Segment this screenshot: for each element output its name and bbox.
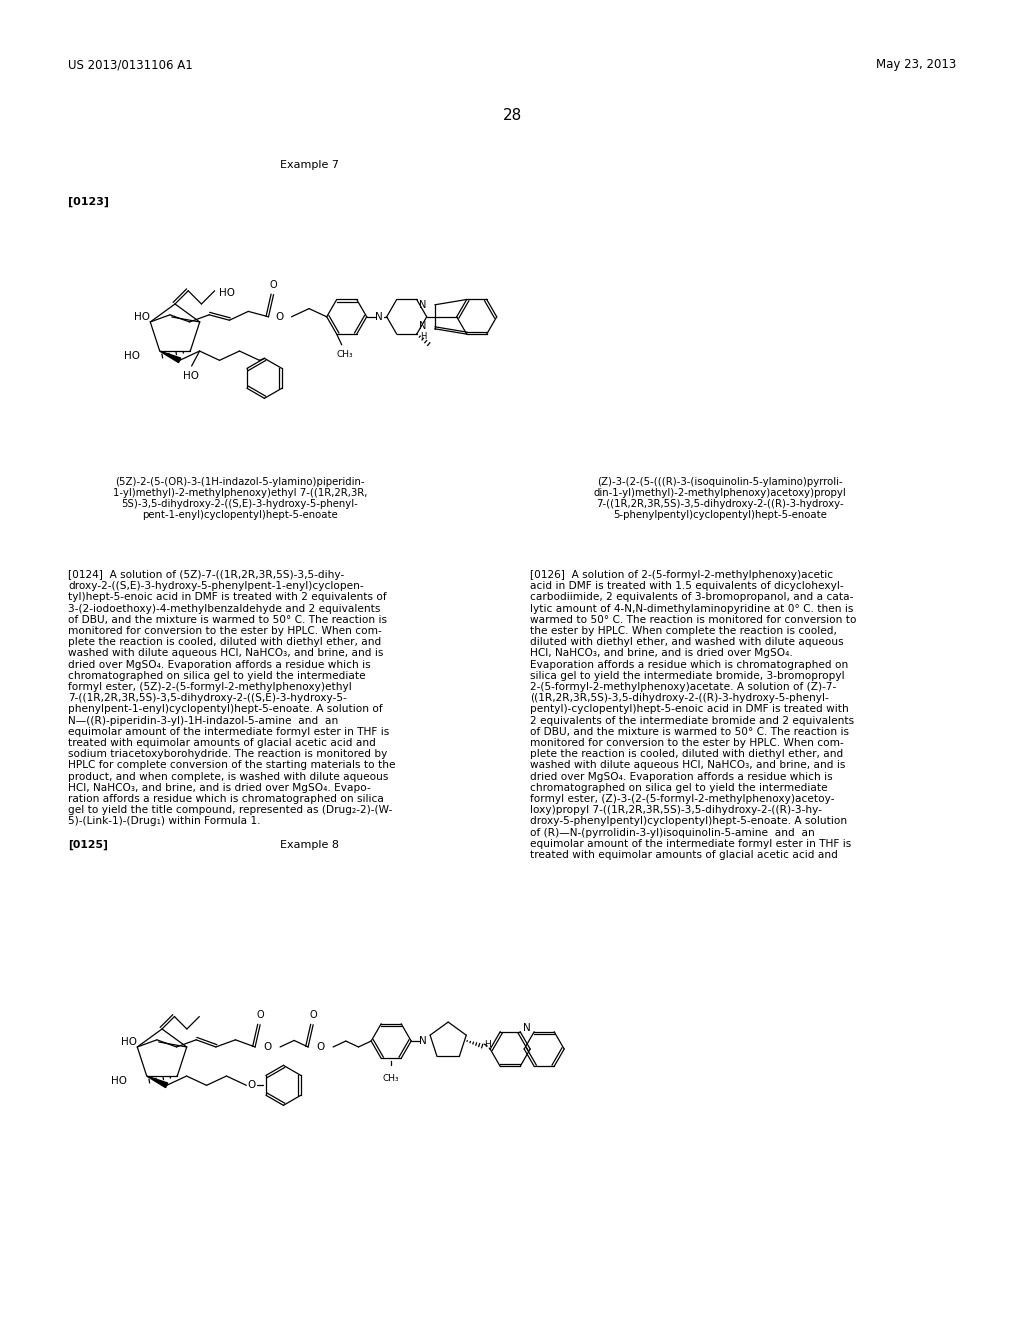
Polygon shape xyxy=(160,351,180,363)
Text: pentyl)-cyclopentyl)hept-5-enoic acid in DMF is treated with: pentyl)-cyclopentyl)hept-5-enoic acid in… xyxy=(530,705,849,714)
Text: monitored for conversion to the ester by HPLC. When com-: monitored for conversion to the ester by… xyxy=(530,738,844,748)
Text: O: O xyxy=(263,1041,271,1052)
Text: O: O xyxy=(275,312,284,322)
Text: washed with dilute aqueous HCl, NaHCO₃, and brine, and is: washed with dilute aqueous HCl, NaHCO₃, … xyxy=(68,648,383,659)
Text: HCl, NaHCO₃, and brine, and is dried over MgSO₄.: HCl, NaHCO₃, and brine, and is dried ove… xyxy=(530,648,793,659)
Text: plete the reaction is cooled, diluted with diethyl ether, and: plete the reaction is cooled, diluted wi… xyxy=(530,750,843,759)
Text: tyl)hept-5-enoic acid in DMF is treated with 2 equivalents of: tyl)hept-5-enoic acid in DMF is treated … xyxy=(68,593,387,602)
Text: chromatographed on silica gel to yield the intermediate: chromatographed on silica gel to yield t… xyxy=(530,783,827,793)
Text: Example 8: Example 8 xyxy=(281,840,340,850)
Text: Example 7: Example 7 xyxy=(281,160,340,170)
Text: (Z)-3-(2-(5-(((R)-3-(isoquinolin-5-ylamino)pyrroli-: (Z)-3-(2-(5-(((R)-3-(isoquinolin-5-ylami… xyxy=(597,477,843,487)
Text: (5Z)-2-(5-(OR)-3-(1H-indazol-5-ylamino)piperidin-: (5Z)-2-(5-(OR)-3-(1H-indazol-5-ylamino)p… xyxy=(116,477,365,487)
Text: dried over MgSO₄. Evaporation affords a residue which is: dried over MgSO₄. Evaporation affords a … xyxy=(530,772,833,781)
Text: 3-(2-iodoethoxy)-4-methylbenzaldehyde and 2 equivalents: 3-(2-iodoethoxy)-4-methylbenzaldehyde an… xyxy=(68,603,380,614)
Text: CH₃: CH₃ xyxy=(383,1074,399,1082)
Text: O: O xyxy=(316,1041,325,1052)
Text: 7-((1R,2R,3R,5S)-3,5-dihydroxy-2-((R)-3-hydroxy-: 7-((1R,2R,3R,5S)-3,5-dihydroxy-2-((R)-3-… xyxy=(596,499,844,510)
Text: HO: HO xyxy=(134,312,150,322)
Text: pent-1-enyl)cyclopentyl)hept-5-enoate: pent-1-enyl)cyclopentyl)hept-5-enoate xyxy=(142,510,338,520)
Text: plete the reaction is cooled, diluted with diethyl ether, and: plete the reaction is cooled, diluted wi… xyxy=(68,638,381,647)
Text: formyl ester, (Z)-3-(2-(5-formyl-2-methylphenoxy)acetoy-: formyl ester, (Z)-3-(2-(5-formyl-2-methy… xyxy=(530,795,835,804)
Text: din-1-yl)methyl)-2-methylphenoxy)acetoxy)propyl: din-1-yl)methyl)-2-methylphenoxy)acetoxy… xyxy=(594,488,847,498)
Text: HPLC for complete conversion of the starting materials to the: HPLC for complete conversion of the star… xyxy=(68,760,395,771)
Text: N: N xyxy=(375,312,383,322)
Text: [0124]  A solution of (5Z)-7-((1R,2R,3R,5S)-3,5-dihy-: [0124] A solution of (5Z)-7-((1R,2R,3R,5… xyxy=(68,570,344,579)
Text: acid in DMF is treated with 1.5 equivalents of dicyclohexyl-: acid in DMF is treated with 1.5 equivale… xyxy=(530,581,844,591)
Text: N: N xyxy=(419,1036,427,1045)
Text: equimolar amount of the intermediate formyl ester in THF is: equimolar amount of the intermediate for… xyxy=(530,838,851,849)
Text: H: H xyxy=(484,1040,490,1048)
Text: of DBU, and the mixture is warmed to 50° C. The reaction is: of DBU, and the mixture is warmed to 50°… xyxy=(68,615,387,624)
Text: 5-phenylpentyl)cyclopentyl)hept-5-enoate: 5-phenylpentyl)cyclopentyl)hept-5-enoate xyxy=(613,510,827,520)
Polygon shape xyxy=(146,1076,168,1088)
Text: O: O xyxy=(256,1010,264,1020)
Text: CH₃: CH₃ xyxy=(337,350,353,359)
Text: phenylpent-1-enyl)cyclopentyl)hept-5-enoate. A solution of: phenylpent-1-enyl)cyclopentyl)hept-5-eno… xyxy=(68,705,383,714)
Text: HO: HO xyxy=(124,351,140,362)
Text: of (R)—N-(pyrrolidin-3-yl)isoquinolin-5-amine  and  an: of (R)—N-(pyrrolidin-3-yl)isoquinolin-5-… xyxy=(530,828,815,838)
Text: 7-((1R,2R,3R,5S)-3,5-dihydroxy-2-((S,E)-3-hydroxy-5-: 7-((1R,2R,3R,5S)-3,5-dihydroxy-2-((S,E)-… xyxy=(68,693,347,704)
Text: formyl ester, (5Z)-2-(5-formyl-2-methylphenoxy)ethyl: formyl ester, (5Z)-2-(5-formyl-2-methylp… xyxy=(68,682,352,692)
Text: N: N xyxy=(420,300,427,310)
Text: washed with dilute aqueous HCl, NaHCO₃, and brine, and is: washed with dilute aqueous HCl, NaHCO₃, … xyxy=(530,760,846,771)
Text: monitored for conversion to the ester by HPLC. When com-: monitored for conversion to the ester by… xyxy=(68,626,382,636)
Text: O: O xyxy=(309,1010,316,1020)
Text: May 23, 2013: May 23, 2013 xyxy=(876,58,956,71)
Text: HO: HO xyxy=(121,1038,137,1047)
Text: droxy-2-((S,E)-3-hydroxy-5-phenylpent-1-enyl)cyclopen-: droxy-2-((S,E)-3-hydroxy-5-phenylpent-1-… xyxy=(68,581,364,591)
Text: Evaporation affords a residue which is chromatographed on: Evaporation affords a residue which is c… xyxy=(530,660,848,669)
Text: treated with equimolar amounts of glacial acetic acid and: treated with equimolar amounts of glacia… xyxy=(68,738,376,748)
Text: US 2013/0131106 A1: US 2013/0131106 A1 xyxy=(68,58,193,71)
Text: 28: 28 xyxy=(503,108,521,123)
Text: lytic amount of 4-N,N-dimethylaminopyridine at 0° C. then is: lytic amount of 4-N,N-dimethylaminopyrid… xyxy=(530,603,853,614)
Text: 1-yl)methyl)-2-methylphenoxy)ethyl 7-((1R,2R,3R,: 1-yl)methyl)-2-methylphenoxy)ethyl 7-((1… xyxy=(113,488,368,498)
Text: the ester by HPLC. When complete the reaction is cooled,: the ester by HPLC. When complete the rea… xyxy=(530,626,837,636)
Text: N: N xyxy=(523,1023,531,1034)
Text: loxy)propyl 7-((1R,2R,3R,5S)-3,5-dihydroxy-2-((R)-3-hy-: loxy)propyl 7-((1R,2R,3R,5S)-3,5-dihydro… xyxy=(530,805,822,816)
Text: of DBU, and the mixture is warmed to 50° C. The reaction is: of DBU, and the mixture is warmed to 50°… xyxy=(530,727,849,737)
Text: O: O xyxy=(247,1080,256,1090)
Text: 2 equivalents of the intermediate bromide and 2 equivalents: 2 equivalents of the intermediate bromid… xyxy=(530,715,854,726)
Text: equimolar amount of the intermediate formyl ester in THF is: equimolar amount of the intermediate for… xyxy=(68,727,389,737)
Text: silica gel to yield the intermediate bromide, 3-bromopropyl: silica gel to yield the intermediate bro… xyxy=(530,671,845,681)
Text: N: N xyxy=(420,321,427,331)
Text: treated with equimolar amounts of glacial acetic acid and: treated with equimolar amounts of glacia… xyxy=(530,850,838,861)
Text: dried over MgSO₄. Evaporation affords a residue which is: dried over MgSO₄. Evaporation affords a … xyxy=(68,660,371,669)
Text: diluted with diethyl ether, and washed with dilute aqueous: diluted with diethyl ether, and washed w… xyxy=(530,638,844,647)
Text: H: H xyxy=(421,333,427,342)
Text: gel to yield the title compound, represented as (Drug₂-2)-(W-: gel to yield the title compound, represe… xyxy=(68,805,392,816)
Text: ration affords a residue which is chromatographed on silica: ration affords a residue which is chroma… xyxy=(68,795,384,804)
Text: HCl, NaHCO₃, and brine, and is dried over MgSO₄. Evapo-: HCl, NaHCO₃, and brine, and is dried ove… xyxy=(68,783,371,793)
Text: [0123]: [0123] xyxy=(68,197,109,207)
Text: HO: HO xyxy=(112,1076,127,1086)
Text: 5S)-3,5-dihydroxy-2-((S,E)-3-hydroxy-5-phenyl-: 5S)-3,5-dihydroxy-2-((S,E)-3-hydroxy-5-p… xyxy=(122,499,358,510)
Text: HO: HO xyxy=(219,288,234,298)
Text: HO: HO xyxy=(182,371,199,381)
Text: 2-(5-formyl-2-methylphenoxy)acetate. A solution of (Z)-7-: 2-(5-formyl-2-methylphenoxy)acetate. A s… xyxy=(530,682,837,692)
Text: droxy-5-phenylpentyl)cyclopentyl)hept-5-enoate. A solution: droxy-5-phenylpentyl)cyclopentyl)hept-5-… xyxy=(530,816,847,826)
Text: [0125]: [0125] xyxy=(68,840,108,850)
Text: warmed to 50° C. The reaction is monitored for conversion to: warmed to 50° C. The reaction is monitor… xyxy=(530,615,856,624)
Text: N—((R)-piperidin-3-yl)-1H-indazol-5-amine  and  an: N—((R)-piperidin-3-yl)-1H-indazol-5-amin… xyxy=(68,715,338,726)
Text: 5)-(Link-1)-(Drug₁) within Formula 1.: 5)-(Link-1)-(Drug₁) within Formula 1. xyxy=(68,816,260,826)
Text: product, and when complete, is washed with dilute aqueous: product, and when complete, is washed wi… xyxy=(68,772,388,781)
Text: O: O xyxy=(269,280,278,290)
Text: sodium triacetoxyborohydride. The reaction is monitored by: sodium triacetoxyborohydride. The reacti… xyxy=(68,750,387,759)
Text: [0126]  A solution of 2-(5-formyl-2-methylphenoxy)acetic: [0126] A solution of 2-(5-formyl-2-methy… xyxy=(530,570,834,579)
Text: carbodiimide, 2 equivalents of 3-bromopropanol, and a cata-: carbodiimide, 2 equivalents of 3-bromopr… xyxy=(530,593,853,602)
Text: chromatographed on silica gel to yield the intermediate: chromatographed on silica gel to yield t… xyxy=(68,671,366,681)
Text: ((1R,2R,3R,5S)-3,5-dihydroxy-2-((R)-3-hydroxy-5-phenyl-: ((1R,2R,3R,5S)-3,5-dihydroxy-2-((R)-3-hy… xyxy=(530,693,828,704)
